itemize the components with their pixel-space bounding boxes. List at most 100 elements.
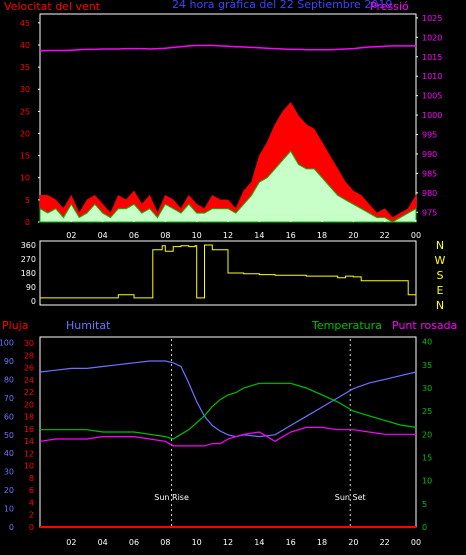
humidity-tick-label: 70 [4,394,14,403]
pressure-tick-label: 1015 [422,53,442,62]
wind-tick-label: 40 [20,41,30,50]
dewpoint-label: Punt rosada [392,319,457,332]
series-line-punt-rosada [39,426,416,447]
rain-tick-label: 14 [24,437,34,446]
sun-event-label: Sun Set [335,493,366,502]
rain-tick-label: 20 [24,400,34,409]
x-tick-label-bottom: 14 [254,538,264,547]
compass-letter: E [437,284,444,297]
x-tick-label-bottom: 12 [223,538,233,547]
pressure-tick-label: 1005 [422,92,442,101]
x-tick-label-top: 18 [317,231,327,240]
x-tick-label-top: 10 [192,231,202,240]
humidity-tick-label: 40 [4,449,14,458]
humidity-label: Humitat [66,319,111,332]
humidity-tick-label: 60 [4,412,14,421]
compass-letter: N [436,239,444,252]
wind-tick-label: 25 [20,107,30,116]
x-tick-label-top: 06 [129,231,139,240]
rain-tick-label: 8 [29,474,34,483]
pressure-tick-label: 995 [422,131,437,140]
x-tick-label-bottom: 10 [192,538,202,547]
direction-panel-frame [39,240,417,306]
direction-tick-label: 270 [21,255,36,264]
x-tick-label-bottom: 18 [317,538,327,547]
pressure-tick-label: 1000 [422,111,442,120]
wind-direction-line [40,244,417,299]
direction-tick-label: 0 [31,297,36,306]
x-tick-label-top: 14 [254,231,264,240]
pressure-tick-label: 1025 [422,14,442,23]
humidity-tick-label: 30 [4,468,14,477]
x-tick-label-bottom: 16 [286,538,296,547]
top-panel-frame [39,13,417,223]
wind-tick-label: 45 [20,19,30,28]
x-tick-label-top: 20 [348,231,358,240]
pressure-tick-label: 975 [422,208,437,217]
bottom-panel: 0102030405060708090100024681012141618202… [0,338,432,532]
x-tick-label-top: 16 [286,231,296,240]
series-line-temperatura [40,382,417,440]
rain-label: Pluja [2,319,28,332]
x-tick-label-top: 02 [66,231,76,240]
temperature-tick-label: 30 [422,384,432,393]
compass-letter: W [435,254,446,267]
temperature-tick-label: 15 [422,453,432,462]
compass-letter: S [437,269,444,282]
x-tick-label-top: 12 [223,231,233,240]
x-tick-label-bottom: 02 [66,538,76,547]
rain-tick-label: 2 [29,511,34,520]
rain-tick-label: 26 [24,364,34,373]
temperature-tick-label: 5 [422,500,427,509]
humidity-tick-label: 90 [4,357,14,366]
humidity-tick-label: 0 [9,523,14,532]
humidity-tick-label: 50 [4,431,14,440]
wind-speed-label: Velocitat del vent [4,0,101,13]
wind-average-area [39,150,417,223]
humidity-tick-label: 20 [4,486,14,495]
x-tick-label-bottom: 04 [98,538,108,547]
humidity-tick-label: 80 [4,375,14,384]
wind-tick-label: 15 [20,152,30,161]
x-axis-labels: 02 02 04 04 06 06 08 08 10 10 12 12 14 14 16 16 18 18 20 20… [66,220,421,547]
temperature-tick-label: 40 [422,338,432,347]
temperature-tick-label: 20 [422,430,432,439]
x-tick-label-top: 08 [160,231,170,240]
temperature-label: Temperatura [311,319,382,332]
pressure-label: Pressió [370,0,409,13]
x-tick-label-bottom: 20 [348,538,358,547]
wind-tick-label: 5 [25,196,30,205]
wind-tick-label: 20 [20,129,30,138]
x-tick-label-bottom: 08 [160,538,170,547]
top-panel-series [39,44,417,223]
temperature-tick-label: 35 [422,361,432,370]
wind-tick-label: 0 [25,218,30,227]
wind-tick-label: 30 [20,85,30,94]
compass-letter: N [436,299,444,312]
pressure-tick-label: 985 [422,169,437,178]
chart-title: 24 hora gràfica del 22 Septiembre 2019 [172,0,392,11]
x-tick-label-top: 00 [411,231,421,240]
direction-tick-label: 90 [26,283,36,292]
pressure-line [39,44,416,52]
wind-tick-label: 35 [20,63,30,72]
x-tick-label-bottom: 00 [411,538,421,547]
temperature-tick-label: 10 [422,477,432,486]
rain-tick-label: 18 [24,413,34,422]
rain-tick-label: 12 [24,449,34,458]
rain-tick-label: 16 [24,425,34,434]
x-tick-label-bottom: 06 [129,538,139,547]
rain-tick-label: 0 [29,523,34,532]
direction-tick-label: 180 [21,269,36,278]
temperature-tick-label: 25 [422,407,432,416]
x-tick-label-top: 04 [98,231,108,240]
rain-tick-label: 28 [24,351,34,360]
humidity-tick-label: 100 [0,339,14,348]
temperature-tick-label: 0 [422,523,427,532]
series-line-humitat [39,360,417,438]
rain-tick-label: 10 [24,462,34,471]
sun-event-label: Sun Rise [154,493,189,502]
direction-tick-label: 360 [21,241,36,250]
pressure-tick-label: 1020 [422,33,442,42]
